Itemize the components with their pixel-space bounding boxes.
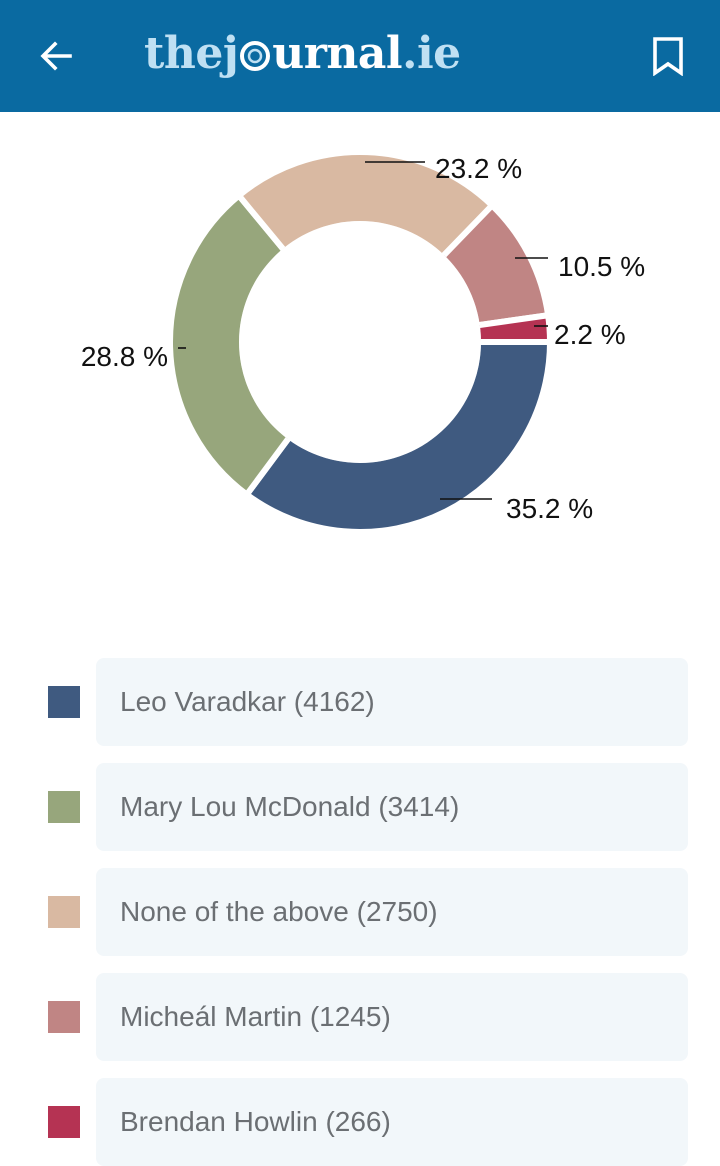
slice-percent-label: 28.8 % <box>81 341 168 372</box>
legend-label[interactable]: None of the above (2750) <box>96 868 688 956</box>
logo-o-emblem <box>238 28 272 71</box>
slice-percent-label: 2.2 % <box>554 319 626 350</box>
legend-item[interactable]: None of the above (2750) <box>0 868 720 956</box>
legend-label[interactable]: Mary Lou McDonald (3414) <box>96 763 688 851</box>
logo-urnal: urnal <box>272 28 403 79</box>
donut-chart: 35.2 % 28.8 % 23.2 % 10.5 % 2.2 % <box>81 149 645 535</box>
arrow-left-icon <box>40 41 72 71</box>
site-logo[interactable]: thej urnal.ie <box>144 22 461 86</box>
legend-swatch <box>48 791 80 823</box>
legend-label[interactable]: Micheál Martin (1245) <box>96 973 688 1061</box>
legend-swatch <box>48 896 80 928</box>
legend-item[interactable]: Brendan Howlin (266) <box>0 1078 720 1166</box>
legend-swatch <box>48 1106 80 1138</box>
slice-percent-label: 35.2 % <box>506 493 593 524</box>
poll-results-chart: 35.2 % 28.8 % 23.2 % 10.5 % 2.2 % <box>0 112 720 632</box>
legend-swatch <box>48 1001 80 1033</box>
logo-j: j <box>222 28 239 79</box>
back-button[interactable] <box>30 30 82 82</box>
legend-label[interactable]: Leo Varadkar (4162) <box>96 658 688 746</box>
bookmark-button[interactable] <box>642 30 694 82</box>
app-header: thej urnal.ie <box>0 0 720 112</box>
slice-percent-label: 10.5 % <box>558 251 645 282</box>
legend-item[interactable]: Micheál Martin (1245) <box>0 973 720 1061</box>
logo-the: the <box>144 28 223 79</box>
logo-tld: .ie <box>402 28 461 79</box>
legend-item[interactable]: Mary Lou McDonald (3414) <box>0 763 720 851</box>
legend-item[interactable]: Leo Varadkar (4162) <box>0 658 720 746</box>
legend-label[interactable]: Brendan Howlin (266) <box>96 1078 688 1166</box>
bookmark-icon <box>653 37 683 76</box>
legend-swatch <box>48 686 80 718</box>
slice-percent-label: 23.2 % <box>435 153 522 184</box>
donut-hole <box>239 221 481 463</box>
